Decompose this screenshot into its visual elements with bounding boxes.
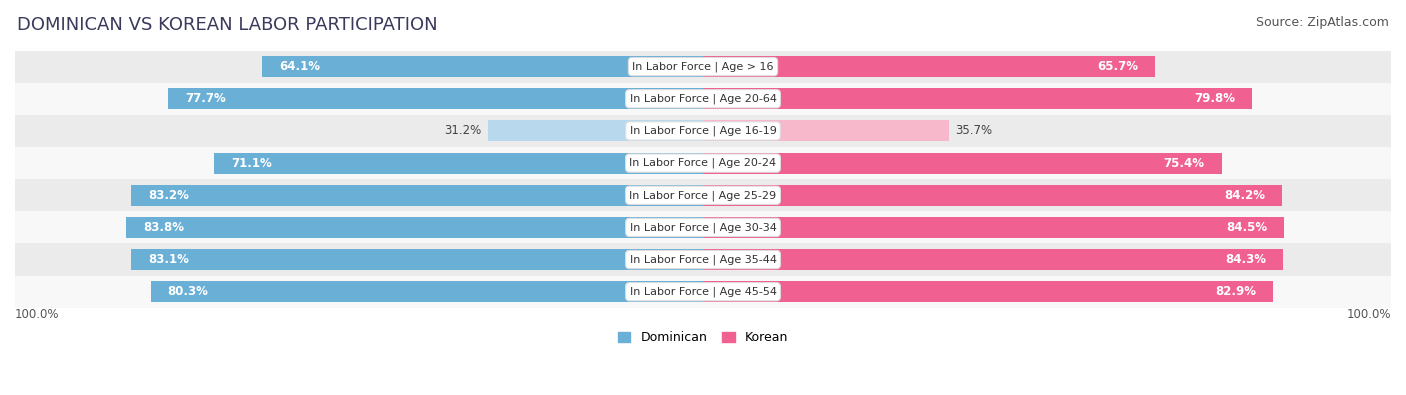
Text: DOMINICAN VS KOREAN LABOR PARTICIPATION: DOMINICAN VS KOREAN LABOR PARTICIPATION [17,16,437,34]
Text: 35.7%: 35.7% [956,124,993,137]
Text: 84.3%: 84.3% [1225,253,1265,266]
Bar [15,276,1391,308]
Text: In Labor Force | Age 20-24: In Labor Force | Age 20-24 [630,158,776,168]
Text: 79.8%: 79.8% [1194,92,1234,105]
Bar [15,51,1391,83]
Text: 75.4%: 75.4% [1164,156,1205,169]
Text: 31.2%: 31.2% [444,124,481,137]
Bar [703,281,1274,302]
Text: 77.7%: 77.7% [186,92,226,105]
Text: 100.0%: 100.0% [15,308,59,321]
Text: 84.5%: 84.5% [1226,221,1267,234]
Text: In Labor Force | Age 35-44: In Labor Force | Age 35-44 [630,254,776,265]
Bar [262,56,703,77]
Bar [703,152,1222,173]
Text: In Labor Force | Age > 16: In Labor Force | Age > 16 [633,61,773,72]
Bar [703,88,1251,109]
Bar [15,179,1391,211]
Bar [488,120,703,141]
Text: In Labor Force | Age 16-19: In Labor Force | Age 16-19 [630,126,776,136]
Text: 80.3%: 80.3% [167,285,208,298]
Text: In Labor Force | Age 20-64: In Labor Force | Age 20-64 [630,94,776,104]
Bar [150,281,703,302]
Bar [127,217,703,238]
Bar [703,217,1284,238]
Bar [131,185,703,206]
Text: In Labor Force | Age 45-54: In Labor Force | Age 45-54 [630,286,776,297]
Legend: Dominican, Korean: Dominican, Korean [614,327,792,348]
Text: 83.8%: 83.8% [143,221,184,234]
Text: Source: ZipAtlas.com: Source: ZipAtlas.com [1256,16,1389,29]
Text: In Labor Force | Age 30-34: In Labor Force | Age 30-34 [630,222,776,233]
Text: 65.7%: 65.7% [1097,60,1137,73]
Bar [15,115,1391,147]
Text: In Labor Force | Age 25-29: In Labor Force | Age 25-29 [630,190,776,201]
Bar [131,249,703,270]
Bar [169,88,703,109]
Bar [15,147,1391,179]
Text: 84.2%: 84.2% [1225,189,1265,202]
Text: 71.1%: 71.1% [231,156,271,169]
Text: 83.1%: 83.1% [149,253,190,266]
Text: 82.9%: 82.9% [1215,285,1256,298]
Bar [703,56,1154,77]
Text: 64.1%: 64.1% [280,60,321,73]
Bar [15,211,1391,243]
Bar [703,249,1284,270]
Bar [214,152,703,173]
Text: 83.2%: 83.2% [148,189,188,202]
Bar [15,83,1391,115]
Bar [15,243,1391,276]
Bar [703,120,949,141]
Bar [703,185,1282,206]
Text: 100.0%: 100.0% [1347,308,1391,321]
